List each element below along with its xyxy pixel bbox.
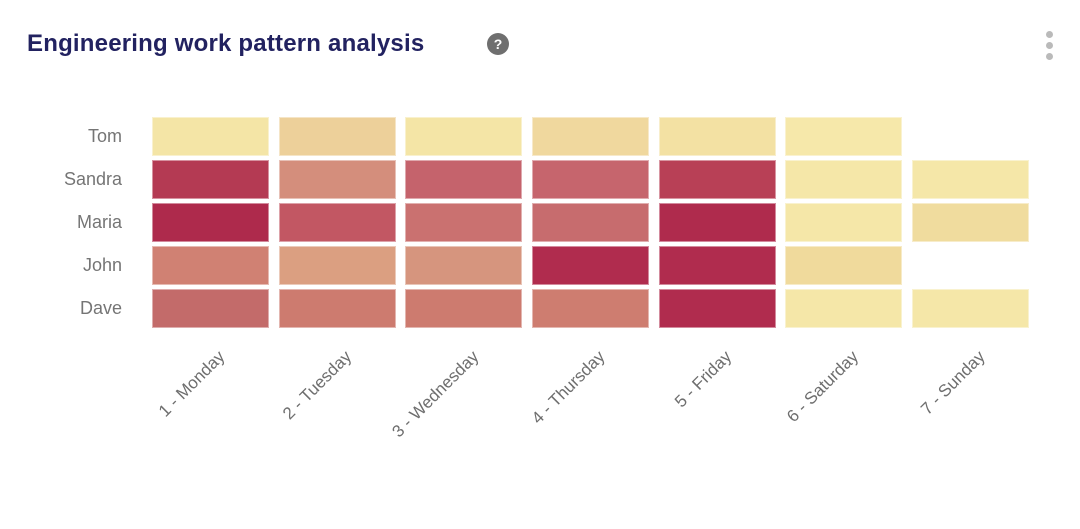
heatmap-cell[interactable] <box>152 203 269 242</box>
heatmap-cell[interactable] <box>785 203 902 242</box>
x-axis-label: 5 - Friday <box>671 347 736 412</box>
y-axis-label: Tom <box>87 126 122 146</box>
y-axis-label: Dave <box>79 298 122 318</box>
y-axis-label: Maria <box>76 212 122 232</box>
heatmap-cell[interactable] <box>785 289 902 328</box>
x-axis-label: 2 - Tuesday <box>279 347 356 424</box>
x-axis-label: 6 - Saturday <box>783 347 863 426</box>
heatmap-cell[interactable] <box>659 203 776 242</box>
x-axis-label: 7 - Sunday <box>917 347 989 419</box>
heatmap-cell[interactable] <box>152 289 269 328</box>
kebab-menu-icon <box>1046 42 1053 49</box>
heatmap-cell[interactable] <box>659 117 776 156</box>
heatmap-cell[interactable] <box>405 246 522 285</box>
heatmap-cell[interactable] <box>659 246 776 285</box>
heatmap-cell[interactable] <box>405 289 522 328</box>
heatmap-cell[interactable] <box>279 289 396 328</box>
heatmap-cell[interactable] <box>912 203 1029 242</box>
x-axis-label: 4 - Thursday <box>528 347 609 428</box>
heatmap-cell[interactable] <box>785 117 902 156</box>
heatmap-cell[interactable] <box>152 160 269 199</box>
heatmap-cell[interactable] <box>912 289 1029 328</box>
heatmap-cell[interactable] <box>532 160 649 199</box>
heatmap-cell[interactable] <box>532 246 649 285</box>
heatmap-cell[interactable] <box>279 160 396 199</box>
heatmap-cell[interactable] <box>405 203 522 242</box>
heatmap-cell[interactable] <box>152 246 269 285</box>
heatmap-cell[interactable] <box>912 160 1029 199</box>
heatmap-cell[interactable] <box>405 160 522 199</box>
heatmap-cell[interactable] <box>659 289 776 328</box>
x-axis-label: 1 - Monday <box>155 347 229 421</box>
heatmap-cell[interactable] <box>279 117 396 156</box>
x-axis-label: 3 - Wednesday <box>388 347 483 442</box>
heatmap-cell[interactable] <box>279 203 396 242</box>
more-options-button[interactable] <box>1046 31 1054 64</box>
heatmap-cell[interactable] <box>785 246 902 285</box>
chart-title: Engineering work pattern analysis <box>27 30 425 57</box>
kebab-menu-icon <box>1046 31 1053 38</box>
heatmap-cell[interactable] <box>659 160 776 199</box>
heatmap-cell[interactable] <box>532 289 649 328</box>
kebab-menu-icon <box>1046 53 1053 60</box>
heatmap-cell[interactable] <box>405 117 522 156</box>
y-axis-label: John <box>82 255 122 275</box>
heatmap-cell[interactable] <box>532 117 649 156</box>
heatmap-cell[interactable] <box>785 160 902 199</box>
heatmap-cell[interactable] <box>279 246 396 285</box>
heatmap-cell[interactable] <box>152 117 269 156</box>
heatmap-cell[interactable] <box>532 203 649 242</box>
help-icon[interactable]: ? <box>487 33 509 55</box>
y-axis-label: Sandra <box>63 169 122 189</box>
